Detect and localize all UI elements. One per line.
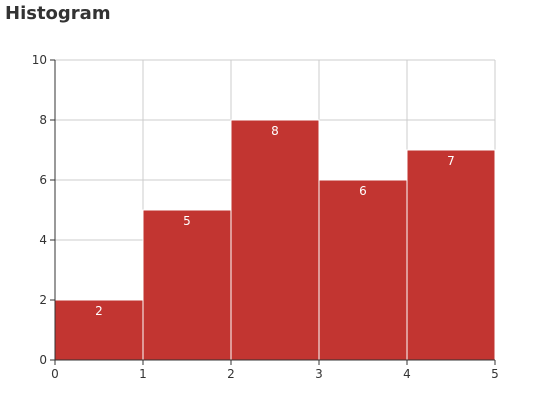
y-tick-label: 8 — [39, 113, 47, 127]
bar-value-label: 7 — [447, 154, 455, 168]
x-tick-label: 3 — [315, 367, 323, 381]
x-tick-label: 0 — [51, 367, 59, 381]
y-tick-label: 6 — [39, 173, 47, 187]
y-tick-label: 10 — [32, 53, 47, 67]
bar-value-label: 6 — [359, 184, 367, 198]
y-tick-label: 2 — [39, 293, 47, 307]
histogram-bar[interactable] — [406, 149, 496, 361]
x-tick-label: 4 — [403, 367, 411, 381]
bar-value-label: 5 — [183, 214, 191, 228]
y-tick-label: 0 — [39, 353, 47, 367]
histogram-bar[interactable] — [142, 209, 232, 361]
chart-title: Histogram — [5, 3, 111, 24]
bars-layer — [54, 119, 496, 361]
histogram-bar[interactable] — [318, 179, 408, 361]
x-tick-label: 5 — [491, 367, 499, 381]
bar-value-label: 8 — [271, 124, 279, 138]
histogram-bar[interactable] — [230, 119, 320, 361]
y-tick-label: 4 — [39, 233, 47, 247]
x-tick-label: 2 — [227, 367, 235, 381]
x-tick-label: 1 — [139, 367, 147, 381]
axes-layer: 0 2 4 6 8 10 0 1 2 3 4 5 — [32, 53, 499, 381]
data-labels-layer: 2 5 8 6 7 — [95, 124, 455, 318]
bar-value-label: 2 — [95, 304, 103, 318]
histogram-bar[interactable] — [54, 299, 144, 361]
